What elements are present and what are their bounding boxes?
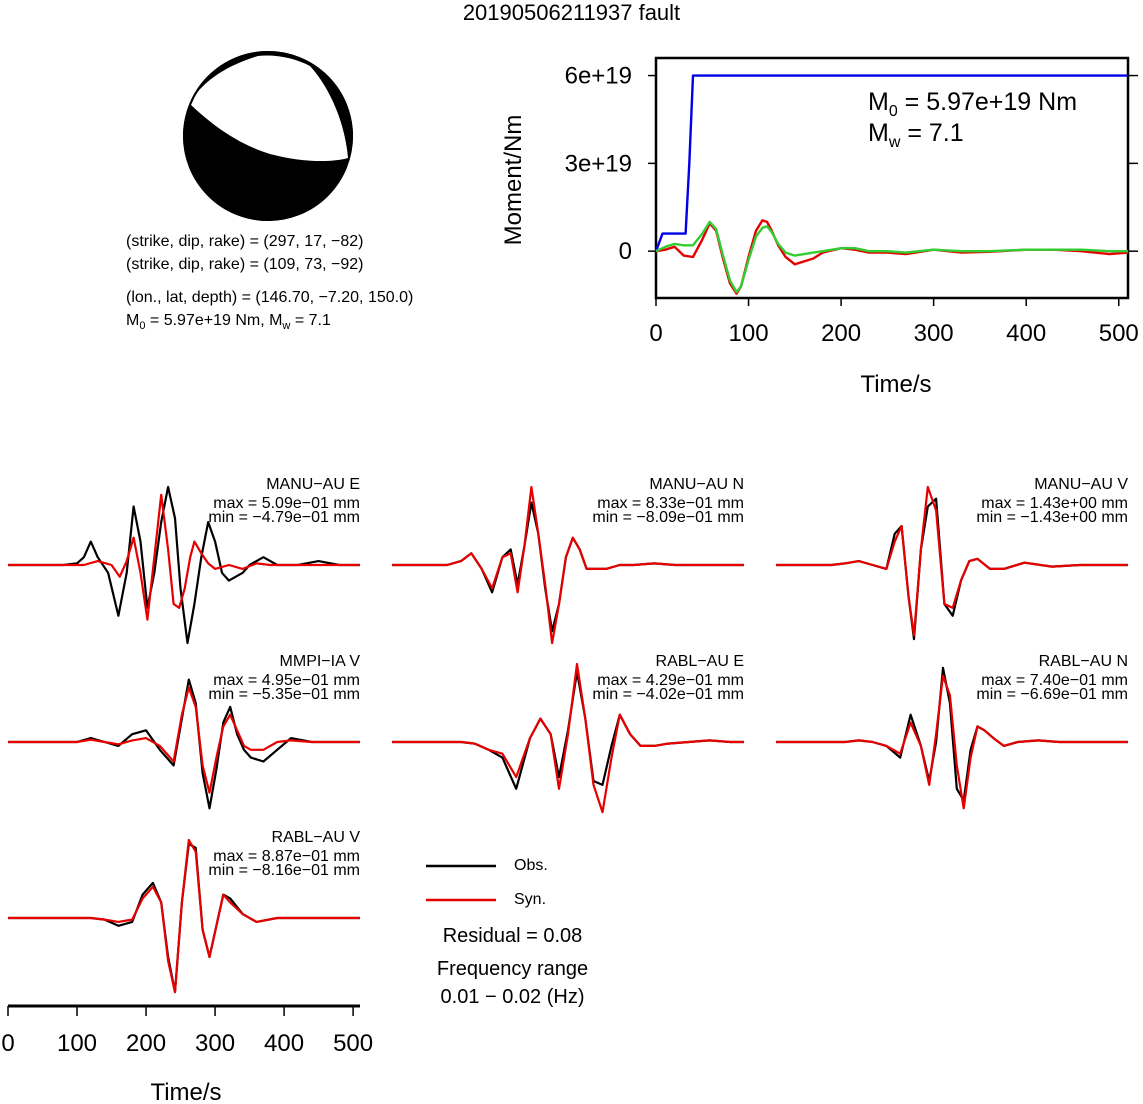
magnitude-annotation-value: = 7.1: [900, 119, 963, 147]
moment-annotation-symbol: M: [868, 88, 889, 116]
waveform-x-tick-label: 100: [57, 1030, 97, 1057]
x-tick-label: 100: [729, 320, 769, 347]
mw-value-text: = 7.1: [290, 312, 331, 329]
magnitude-annotation-sub: w: [888, 134, 901, 151]
trace-syn-line: [8, 838, 360, 994]
hypocenter-location: (lon., lat, depth) = (146.70, −7.20, 150…: [126, 289, 414, 306]
trace-min: min = −6.69e−01 mm: [976, 686, 1128, 703]
magnitude-annotation: Mw = 7.1: [868, 119, 964, 151]
trace-min: min = −1.43e+00 mm: [976, 509, 1128, 526]
waveform-x-tick-label: 500: [333, 1030, 373, 1057]
nodal-plane-2: (strike, dip, rake) = (109, 73, −92): [126, 256, 364, 273]
frequency-range-title: Frequency range: [436, 958, 589, 980]
frequency-range-value: 0.01 − 0.02 (Hz): [440, 986, 585, 1008]
beachball-outline: [183, 51, 353, 221]
moment-plot-frame: [654, 56, 1130, 300]
moment-series-0: [654, 74, 1128, 252]
station-name: RABL−AU E: [655, 653, 744, 670]
trace-syn-line: [776, 674, 1128, 810]
x-tick-label: 200: [821, 320, 861, 347]
trace-max: max = 4.95e−01 mm: [213, 672, 360, 689]
trace-syn-line: [392, 485, 744, 645]
moment-magnitude-summary: M0 = 5.97e+19 Nm, Mw = 7.1: [126, 311, 331, 336]
waveform-x-tick-label: 0: [1, 1030, 14, 1057]
y-tick-label: 0: [619, 238, 632, 265]
trace-syn-line: [8, 686, 360, 794]
y-tick-label: 6e+19: [565, 63, 632, 90]
moment-annotation: M0 = 5.97e+19 Nm: [868, 88, 1077, 120]
x-tick-label: 400: [1006, 320, 1046, 347]
moment-chart: 0 100 200 300 400 500 0 3e+19 6e+19 Time/s Moment/…: [500, 56, 1139, 398]
legend: [426, 864, 496, 902]
nodal-plane-1: (strike, dip, rake) = (297, 17, −82): [126, 233, 364, 250]
waveform-x-tick-label: 200: [126, 1030, 166, 1057]
station-name: MANU−AU V: [1034, 476, 1128, 493]
waveform-x-axis-label: Time/s: [150, 1079, 221, 1104]
mw-subscript: w: [282, 320, 291, 333]
trace-min: min = −4.79e−01 mm: [208, 509, 360, 526]
y-tick-label: 3e+19: [565, 150, 632, 177]
trace-min: min = −4.02e−01 mm: [592, 686, 744, 703]
x-tick-label: 500: [1099, 320, 1139, 347]
station-name: MANU−AU E: [266, 476, 360, 493]
trace-min: min = −5.35e−01 mm: [208, 686, 360, 703]
trace-syn-line: [392, 662, 744, 814]
beachball-diagram: [183, 51, 353, 221]
trace-max: max = 1.43e+00 mm: [981, 495, 1128, 512]
m0-value-text: = 5.97e+19 Nm, M: [145, 312, 283, 329]
trace-min: min = −8.16e−01 mm: [208, 862, 360, 879]
trace-syn-line: [8, 493, 360, 621]
station-name: MANU−AU N: [649, 476, 744, 493]
x-axis-label: Time/s: [860, 371, 931, 398]
moment-annotation-sub: 0: [889, 103, 898, 120]
beachball-dilatational-quadrant: [190, 55, 348, 162]
x-tick-label: 0: [649, 320, 662, 347]
chart-title: 20190506211937 fault: [462, 0, 681, 25]
residual-text: Residual = 0.08: [442, 925, 583, 947]
trace-syn-line: [776, 485, 1128, 637]
waveform-x-tick-label: 300: [195, 1030, 235, 1057]
trace-max: max = 4.29e−01 mm: [597, 672, 744, 689]
magnitude-annotation-symbol: M: [868, 119, 889, 147]
trace-max: max = 5.09e−01 mm: [213, 495, 360, 512]
legend-obs-label: Obs.: [514, 857, 548, 874]
m0-subscript: 0: [139, 320, 146, 333]
station-name: RABL−AU V: [271, 829, 360, 846]
station-name: MMPI−IA V: [279, 653, 360, 670]
legend-syn-label: Syn.: [514, 891, 547, 908]
moment-series-2: [655, 220, 1128, 294]
station-name: RABL−AU N: [1038, 653, 1128, 670]
m0-symbol: M: [126, 312, 140, 329]
moment-annotation-value: = 5.97e+19 Nm: [898, 88, 1077, 116]
trace-min: min = −8.09e−01 mm: [592, 509, 744, 526]
trace-obs-line: [8, 485, 360, 645]
y-axis-label: Moment/Nm: [500, 115, 527, 246]
x-tick-label: 300: [914, 320, 954, 347]
trace-max: max = 8.33e−01 mm: [597, 495, 744, 512]
trace-max: max = 8.87e−01 mm: [213, 848, 360, 865]
trace-max: max = 7.40e−01 mm: [981, 672, 1128, 689]
waveform-x-tick-label: 400: [264, 1030, 304, 1057]
